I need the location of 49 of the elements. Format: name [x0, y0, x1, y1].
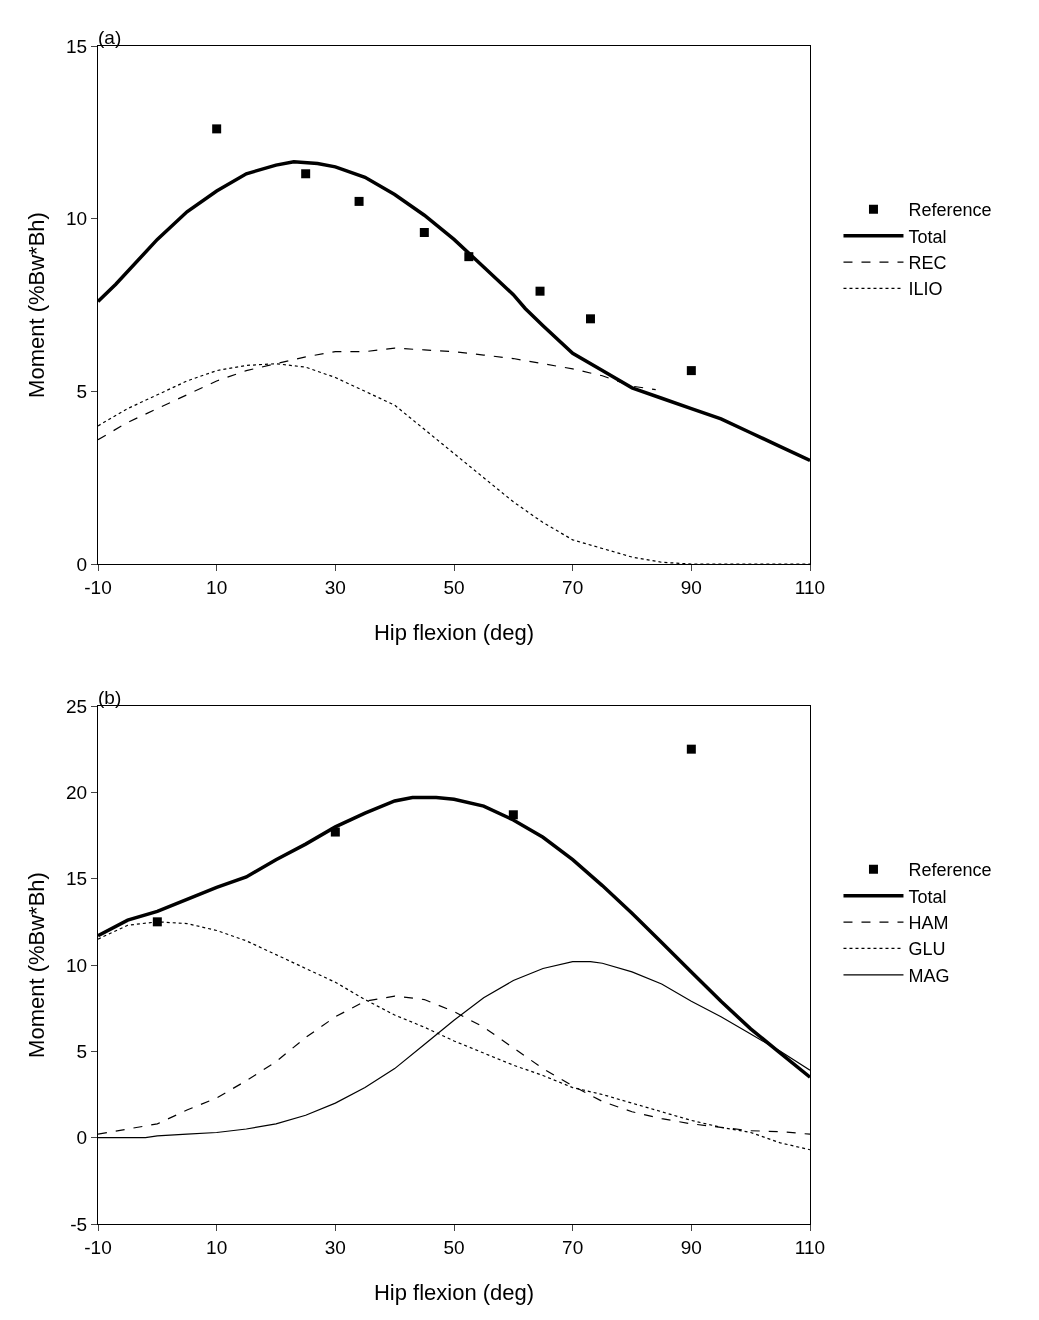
y-tick-label: 5 [76, 1040, 88, 1062]
chart-title: (b) [98, 687, 122, 708]
x-tick-label: 70 [562, 1236, 584, 1258]
x-tick-label: 90 [680, 1236, 702, 1258]
point [535, 286, 545, 296]
x-axis-title: Hip flexion (deg) [373, 620, 535, 645]
x-tick-label: 50 [443, 1236, 465, 1258]
point [212, 124, 222, 134]
x-tick-label: 70 [562, 576, 584, 598]
y-tick-label: 0 [76, 1127, 88, 1149]
point [152, 917, 162, 927]
x-tick-label: 110 [794, 1236, 826, 1258]
legend-label: ILIO [908, 279, 943, 300]
y-tick-label: 20 [66, 781, 88, 803]
chart-title: (a) [98, 27, 122, 48]
point [419, 227, 429, 237]
y-tick-label: 5 [76, 380, 88, 402]
y-tick-label: 25 [66, 695, 88, 717]
point [686, 366, 696, 376]
legend-label: Total [908, 886, 947, 907]
x-tick-label: 110 [794, 576, 826, 598]
x-tick-label: 90 [680, 576, 702, 598]
x-tick-label: 50 [443, 576, 465, 598]
y-axis-title: Moment (%Bw*Bh) [24, 212, 49, 398]
x-tick-label: 30 [324, 1236, 346, 1258]
legend-label: Total [908, 226, 947, 247]
x-tick-label: 10 [206, 576, 228, 598]
x-axis-title: Hip flexion (deg) [373, 1280, 535, 1305]
x-tick-label: 30 [324, 576, 346, 598]
y-tick-label: 15 [66, 35, 88, 57]
legend-label: GLU [908, 939, 946, 960]
y-axis-title: Moment (%Bw*Bh) [24, 872, 49, 1058]
x-tick-label: -10 [84, 1236, 112, 1258]
y-tick-label: 15 [66, 868, 88, 890]
x-tick-label: -10 [84, 576, 112, 598]
legend-label: Reference [908, 860, 992, 881]
y-tick-label: 0 [76, 553, 88, 575]
point [301, 169, 311, 179]
legend-label: HAM [908, 913, 949, 934]
y-tick-label: -5 [70, 1213, 88, 1235]
legend-label: MAG [908, 965, 950, 986]
y-tick-label: 10 [66, 954, 88, 976]
legend-label: Reference [908, 200, 992, 221]
point [354, 196, 364, 206]
x-tick-label: 10 [206, 1236, 228, 1258]
legend-label: REC [908, 253, 947, 274]
point [686, 744, 696, 754]
y-tick-label: 10 [66, 208, 88, 230]
point [585, 314, 595, 324]
